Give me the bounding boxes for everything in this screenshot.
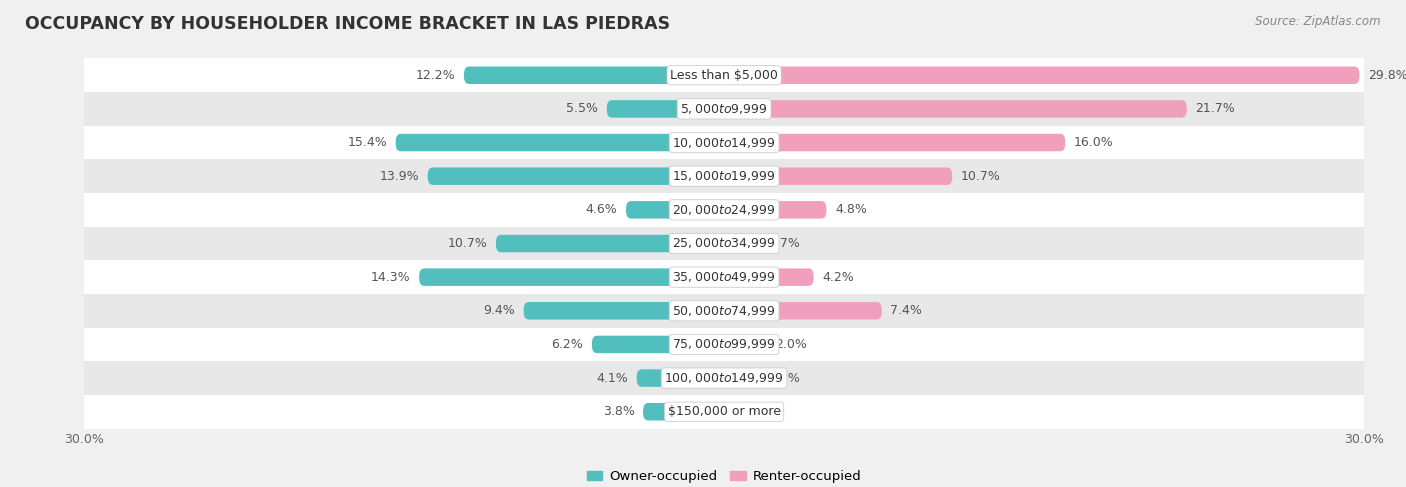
Bar	[84, 226, 1364, 261]
FancyBboxPatch shape	[724, 134, 1066, 151]
Text: $100,000 to $149,999: $100,000 to $149,999	[665, 371, 783, 385]
Text: 13.9%: 13.9%	[380, 169, 419, 183]
Text: 16.0%: 16.0%	[1074, 136, 1114, 149]
Text: 15.4%: 15.4%	[347, 136, 387, 149]
FancyBboxPatch shape	[592, 336, 724, 353]
Bar	[84, 159, 1364, 193]
FancyBboxPatch shape	[724, 369, 761, 387]
Text: 4.6%: 4.6%	[586, 204, 617, 216]
FancyBboxPatch shape	[724, 268, 814, 286]
Bar	[84, 58, 1364, 92]
Text: Source: ZipAtlas.com: Source: ZipAtlas.com	[1256, 15, 1381, 28]
Text: 9.4%: 9.4%	[484, 304, 515, 318]
Text: OCCUPANCY BY HOUSEHOLDER INCOME BRACKET IN LAS PIEDRAS: OCCUPANCY BY HOUSEHOLDER INCOME BRACKET …	[25, 15, 671, 33]
Text: 1.7%: 1.7%	[769, 237, 801, 250]
FancyBboxPatch shape	[626, 201, 724, 219]
Text: 1.7%: 1.7%	[769, 372, 801, 385]
Text: Less than $5,000: Less than $5,000	[671, 69, 778, 82]
FancyBboxPatch shape	[496, 235, 724, 252]
FancyBboxPatch shape	[643, 403, 724, 420]
FancyBboxPatch shape	[607, 100, 724, 118]
Text: 21.7%: 21.7%	[1195, 102, 1234, 115]
FancyBboxPatch shape	[419, 268, 724, 286]
FancyBboxPatch shape	[637, 369, 724, 387]
Text: 10.7%: 10.7%	[447, 237, 488, 250]
FancyBboxPatch shape	[523, 302, 724, 319]
Text: 6.2%: 6.2%	[551, 338, 583, 351]
Text: 7.4%: 7.4%	[890, 304, 922, 318]
Bar	[84, 126, 1364, 159]
FancyBboxPatch shape	[464, 67, 724, 84]
Legend: Owner-occupied, Renter-occupied: Owner-occupied, Renter-occupied	[581, 465, 868, 487]
Text: $75,000 to $99,999: $75,000 to $99,999	[672, 337, 776, 352]
Bar	[84, 193, 1364, 226]
FancyBboxPatch shape	[724, 67, 1360, 84]
Bar	[84, 261, 1364, 294]
Text: 4.1%: 4.1%	[596, 372, 628, 385]
Text: $35,000 to $49,999: $35,000 to $49,999	[672, 270, 776, 284]
Bar	[84, 361, 1364, 395]
FancyBboxPatch shape	[724, 235, 761, 252]
Text: 2.0%: 2.0%	[775, 338, 807, 351]
Text: $15,000 to $19,999: $15,000 to $19,999	[672, 169, 776, 183]
FancyBboxPatch shape	[724, 336, 766, 353]
FancyBboxPatch shape	[395, 134, 724, 151]
Text: $5,000 to $9,999: $5,000 to $9,999	[681, 102, 768, 116]
Text: 10.7%: 10.7%	[960, 169, 1001, 183]
Text: 4.2%: 4.2%	[823, 271, 853, 283]
FancyBboxPatch shape	[724, 201, 827, 219]
Text: $50,000 to $74,999: $50,000 to $74,999	[672, 304, 776, 318]
Text: 12.2%: 12.2%	[416, 69, 456, 82]
Text: 3.8%: 3.8%	[603, 405, 634, 418]
Text: 0.0%: 0.0%	[733, 405, 765, 418]
Text: 5.5%: 5.5%	[567, 102, 599, 115]
Text: $25,000 to $34,999: $25,000 to $34,999	[672, 237, 776, 250]
Text: $10,000 to $14,999: $10,000 to $14,999	[672, 135, 776, 150]
Bar	[84, 328, 1364, 361]
Text: 4.8%: 4.8%	[835, 204, 868, 216]
Text: $20,000 to $24,999: $20,000 to $24,999	[672, 203, 776, 217]
Text: 29.8%: 29.8%	[1368, 69, 1406, 82]
Bar	[84, 294, 1364, 328]
Bar	[84, 395, 1364, 429]
FancyBboxPatch shape	[724, 100, 1187, 118]
FancyBboxPatch shape	[724, 168, 952, 185]
FancyBboxPatch shape	[427, 168, 724, 185]
Bar	[84, 92, 1364, 126]
FancyBboxPatch shape	[724, 302, 882, 319]
Text: $150,000 or more: $150,000 or more	[668, 405, 780, 418]
Text: 14.3%: 14.3%	[371, 271, 411, 283]
